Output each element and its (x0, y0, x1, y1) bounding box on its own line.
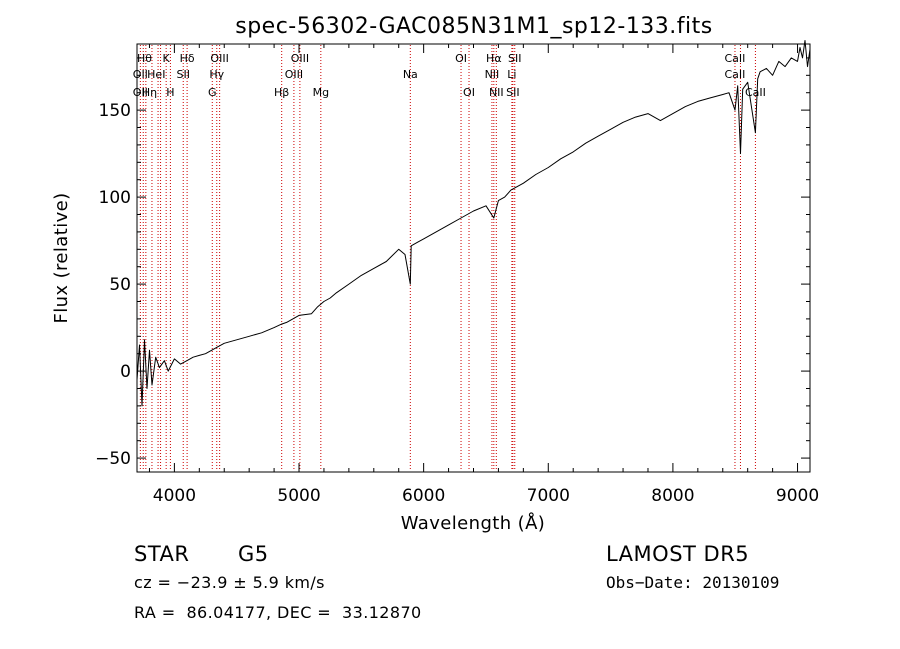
chart-title: spec-56302-GAC085N31M1_sp12-133.fits (235, 14, 713, 39)
line-label: SII (176, 68, 189, 81)
emission-line-labels: Hθ K Hδ OIII OIII OI Hα SII CaII OII HeI SII Hγ OIII N… (133, 52, 766, 99)
y-tick-label: 0 (120, 362, 131, 382)
line-label: SII (506, 86, 519, 99)
line-label: Hγ (209, 68, 224, 81)
line-label: OIII (210, 52, 228, 65)
x-tick-label: 7000 (527, 486, 570, 506)
redshift-value: cz = −23.9 ± 5.9 km/s (134, 573, 325, 592)
line-label: Hη (142, 86, 157, 99)
line-label: OIII (291, 52, 309, 65)
x-tick-label: 6000 (402, 486, 445, 506)
x-axis-ticks: 4000 5000 6000 7000 8000 9000 (148, 44, 819, 506)
observation-date: Obs−Date: 20130109 (606, 573, 780, 592)
line-label: Li (507, 68, 516, 81)
line-label: G (208, 86, 217, 99)
y-axis-label: Flux (relative) (51, 192, 72, 323)
spectrum-line (136, 40, 811, 407)
line-label: Hδ (180, 52, 195, 65)
x-tick-label: 9000 (776, 486, 819, 506)
line-label: Hβ (274, 86, 289, 99)
line-label: CaII (725, 68, 746, 81)
line-label: OI (455, 52, 467, 65)
line-label: Hθ (137, 52, 152, 65)
y-tick-label: 100 (99, 188, 131, 208)
line-label: SII (508, 52, 521, 65)
line-label: Hα (486, 52, 502, 65)
sky-coordinates: RA = 86.04177, DEC = 33.12870 (134, 603, 422, 622)
x-axis-label: Wavelength (Å) (401, 512, 545, 534)
line-label: H (166, 86, 174, 99)
line-label: Na (403, 68, 418, 81)
line-label: OI (463, 86, 475, 99)
plot-frame (136, 43, 811, 473)
emission-line-markers (139, 45, 756, 471)
y-axis-ticks: −50 0 50 100 150 (95, 57, 810, 469)
line-label: CaII (725, 52, 746, 65)
survey-name: LAMOST DR5 (606, 542, 750, 566)
x-tick-label: 8000 (651, 486, 694, 506)
line-label: HeI (147, 68, 165, 81)
line-label: K (163, 52, 171, 65)
line-label: Mg (313, 86, 329, 99)
x-tick-label: 4000 (153, 486, 196, 506)
object-subclass: G5 (238, 542, 269, 566)
y-tick-label: −50 (95, 449, 131, 469)
line-label: OII (133, 68, 148, 81)
y-tick-label: 50 (109, 275, 131, 295)
y-tick-label: 150 (99, 101, 131, 121)
line-label: NII (489, 86, 504, 99)
line-label: CaII (745, 86, 766, 99)
object-class: STAR (134, 542, 190, 566)
line-label: NII (485, 68, 500, 81)
x-tick-label: 5000 (277, 486, 320, 506)
spectrum-series (136, 40, 811, 407)
line-label: OIII (285, 68, 303, 81)
